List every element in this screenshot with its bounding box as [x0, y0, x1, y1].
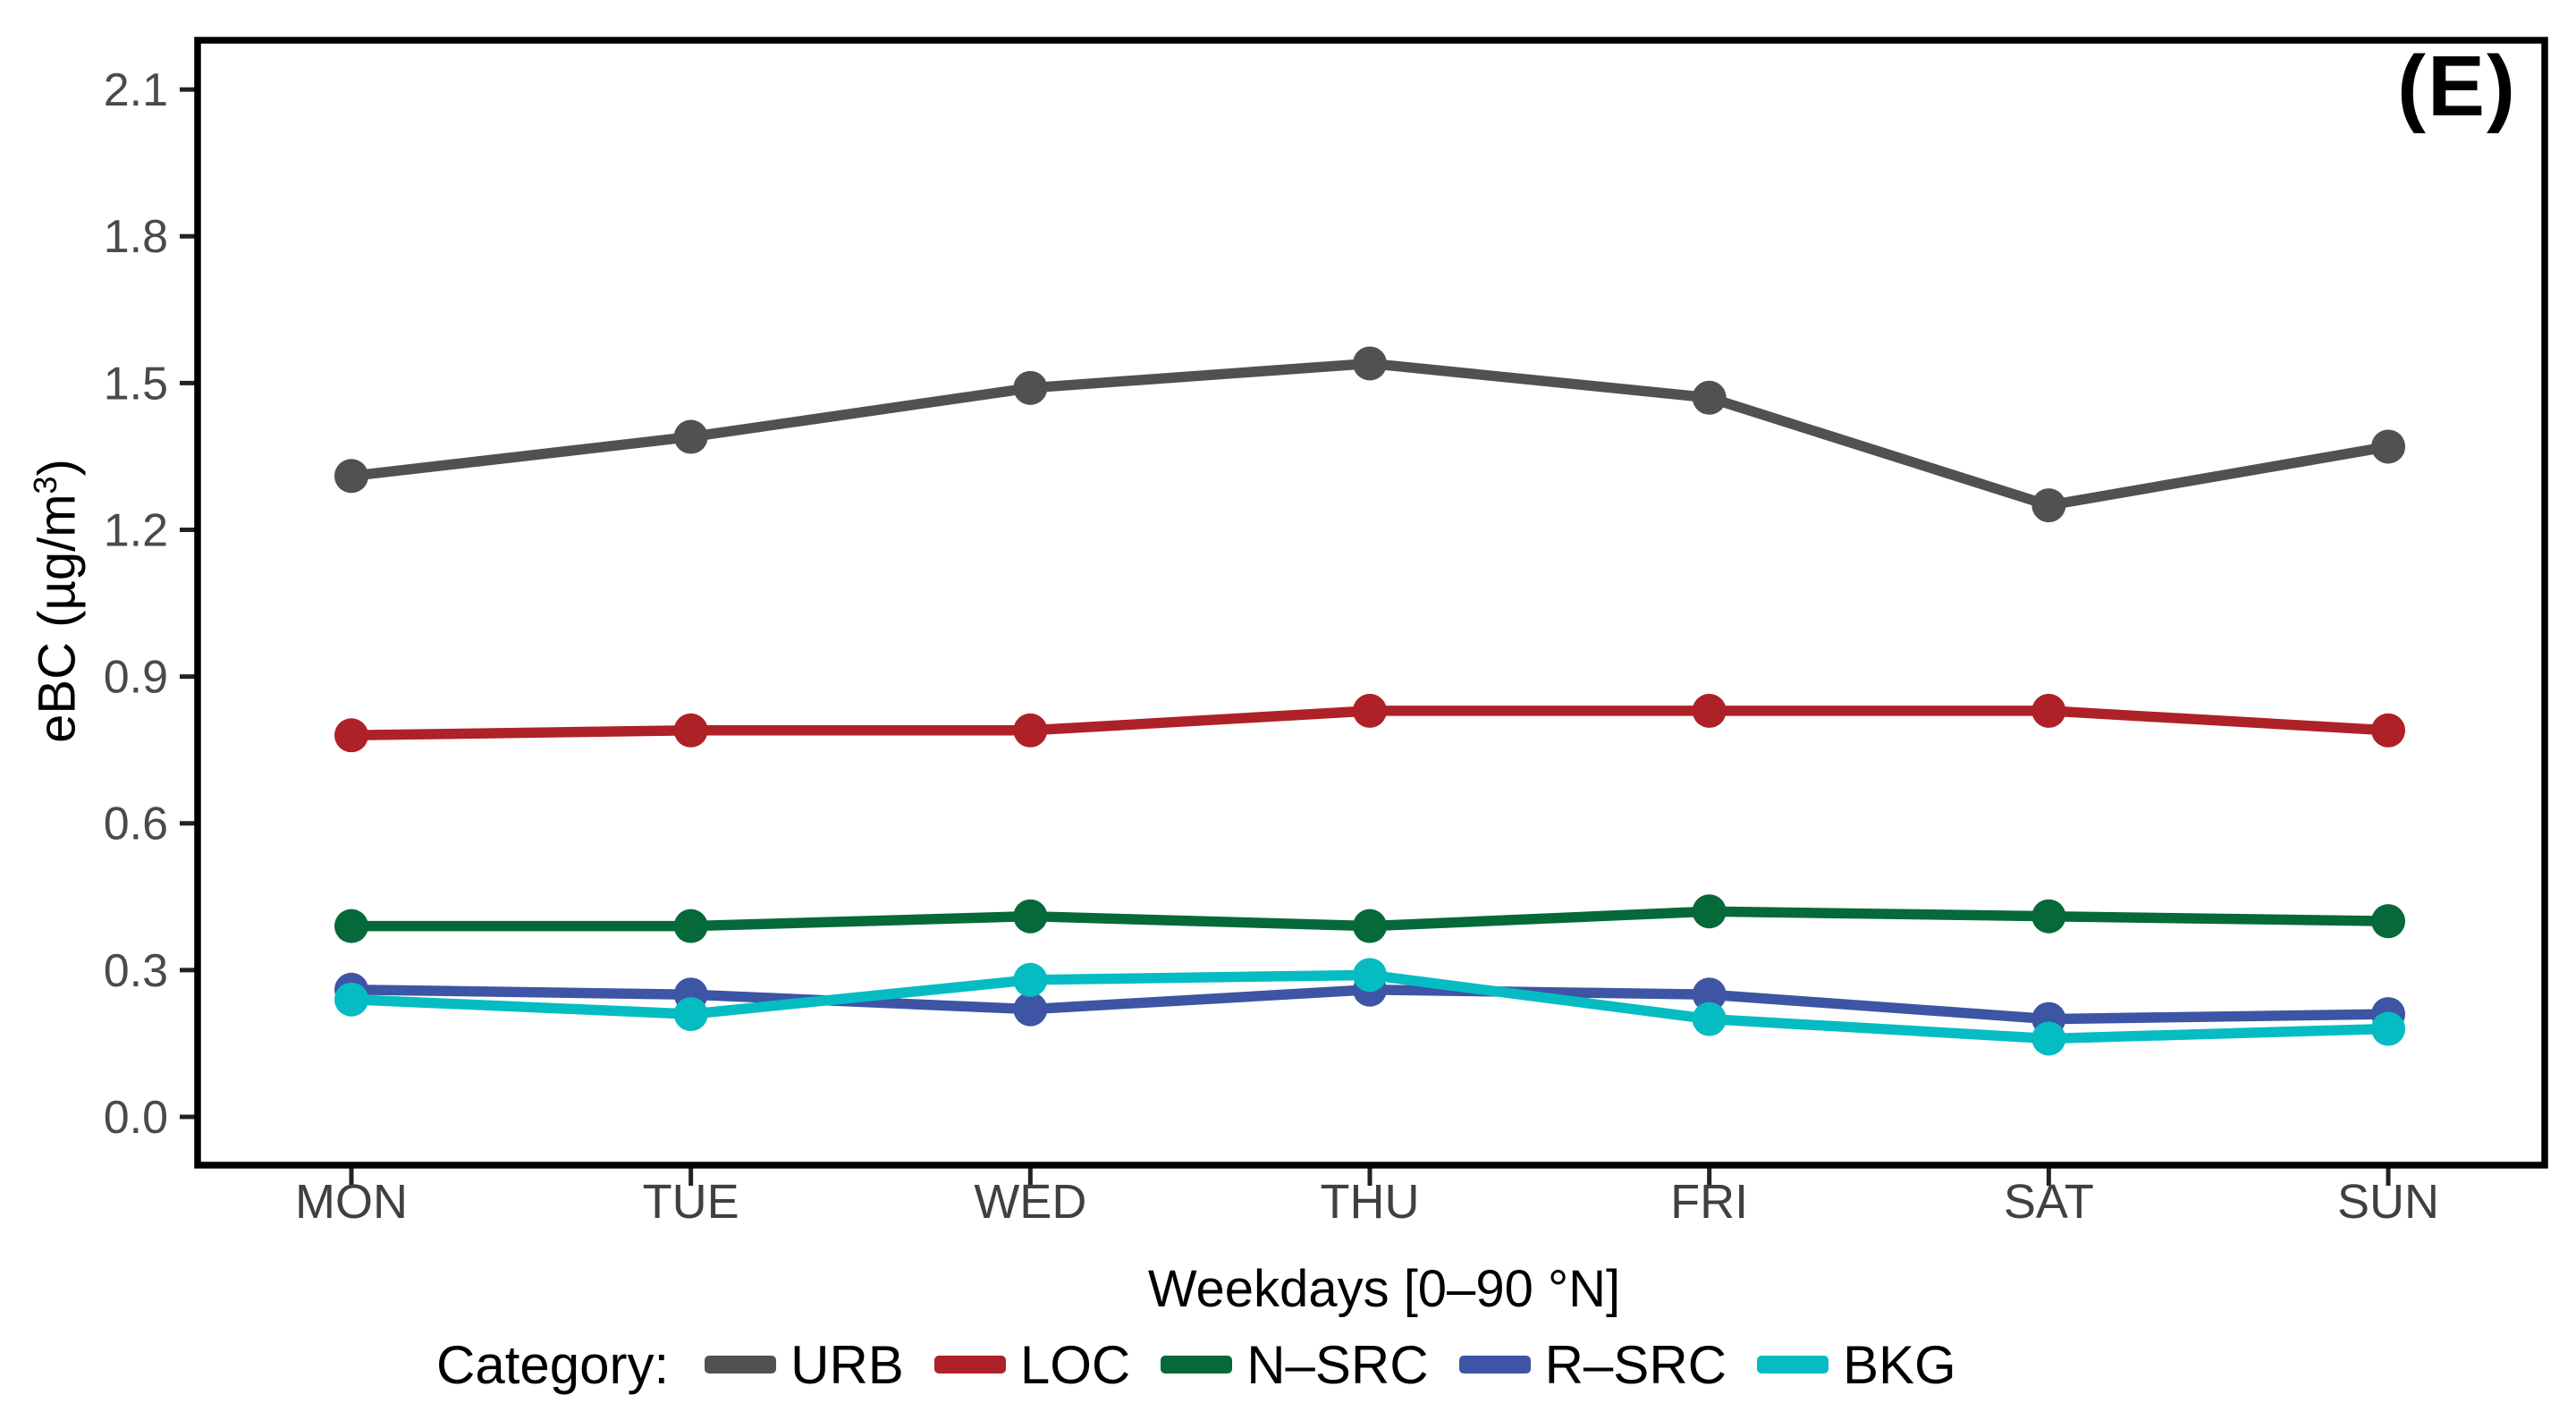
legend-swatch — [1161, 1356, 1233, 1374]
x-axis-title: Weekdays [0–90 °N] — [1147, 1260, 1621, 1318]
data-point-N–SRC-MON — [334, 909, 368, 943]
x-tick-label: TUE — [643, 1175, 739, 1229]
legend-item-BKG: BKG — [1756, 1334, 1956, 1396]
data-point-BKG-SAT — [2031, 1021, 2066, 1056]
data-point-LOC-SAT — [2031, 693, 2066, 728]
data-point-LOC-WED — [1013, 713, 1048, 748]
data-point-URB-TUE — [673, 419, 708, 454]
data-point-URB-THU — [1353, 346, 1388, 381]
legend-swatch — [933, 1356, 1006, 1374]
y-tick-label: 0.0 — [104, 1092, 168, 1144]
data-point-LOC-MON — [334, 718, 368, 753]
legend-item-LOC: LOC — [933, 1334, 1131, 1396]
x-tick-label: WED — [974, 1175, 1086, 1229]
data-point-BKG-WED — [1013, 962, 1048, 997]
data-point-N–SRC-WED — [1013, 899, 1048, 934]
y-tick-label: 0.3 — [104, 945, 168, 997]
data-point-URB-MON — [334, 459, 368, 494]
data-point-LOC-THU — [1353, 693, 1388, 728]
legend-label: LOC — [1019, 1334, 1131, 1395]
data-point-N–SRC-THU — [1353, 909, 1388, 943]
data-point-URB-FRI — [1692, 380, 1727, 415]
y-axis-title: eBC (µg/m3) — [27, 459, 88, 743]
data-point-BKG-THU — [1353, 958, 1388, 993]
legend-item-N–SRC: N–SRC — [1161, 1334, 1429, 1396]
x-tick-label: MON — [295, 1175, 408, 1229]
y-axis-title-close: ) — [28, 459, 87, 477]
x-tick-label: SAT — [2004, 1175, 2094, 1229]
data-point-LOC-FRI — [1692, 693, 1727, 728]
y-tick-label: 0.6 — [104, 799, 168, 850]
legend-title: Category: — [436, 1334, 670, 1395]
legend-label: URB — [790, 1334, 904, 1395]
data-point-BKG-TUE — [673, 997, 708, 1032]
data-point-LOC-TUE — [673, 713, 708, 748]
data-point-R–SRC-FRI — [1692, 977, 1727, 1012]
y-tick-label: 1.5 — [104, 358, 168, 410]
data-point-BKG-FRI — [1692, 1002, 1727, 1036]
y-tick-label: 1.8 — [104, 211, 168, 263]
legend-label: BKG — [1842, 1334, 1956, 1395]
legend-item-URB: URB — [705, 1334, 904, 1396]
data-point-URB-SUN — [2371, 429, 2406, 464]
data-point-BKG-SUN — [2371, 1011, 2406, 1046]
legend-label: N–SRC — [1246, 1334, 1429, 1395]
legend-item-R–SRC: R–SRC — [1458, 1334, 1727, 1396]
legend-label: R–SRC — [1544, 1334, 1727, 1395]
data-point-N–SRC-TUE — [673, 909, 708, 943]
panel-border — [194, 37, 2548, 1169]
y-tick-label: 2.1 — [104, 64, 168, 116]
data-point-N–SRC-SUN — [2371, 904, 2406, 939]
panel-letter: (E) — [2397, 38, 2517, 134]
x-tick-label: FRI — [1670, 1175, 1748, 1229]
legend: Category: URB LOC N–SRC R–SRC BKG — [436, 1329, 1956, 1400]
data-point-R–SRC-WED — [1013, 992, 1048, 1027]
series-line-URB — [346, 358, 2394, 511]
data-point-BKG-MON — [334, 982, 368, 1017]
y-axis-title-superscript: 3 — [27, 476, 64, 494]
x-tick-label: THU — [1321, 1175, 1420, 1229]
y-tick-label: 1.2 — [104, 504, 168, 556]
data-point-N–SRC-FRI — [1692, 894, 1727, 929]
data-point-LOC-SUN — [2371, 713, 2406, 748]
y-tick-label: 0.9 — [104, 652, 168, 704]
legend-swatch — [705, 1356, 777, 1374]
x-tick-label: SUN — [2337, 1175, 2439, 1229]
data-point-N–SRC-SAT — [2031, 899, 2066, 934]
data-point-URB-WED — [1013, 370, 1048, 405]
legend-swatch — [1756, 1356, 1829, 1374]
y-axis-title-text: eBC (µg/m — [28, 494, 87, 743]
legend-swatch — [1458, 1356, 1531, 1374]
data-point-URB-SAT — [2031, 488, 2066, 523]
